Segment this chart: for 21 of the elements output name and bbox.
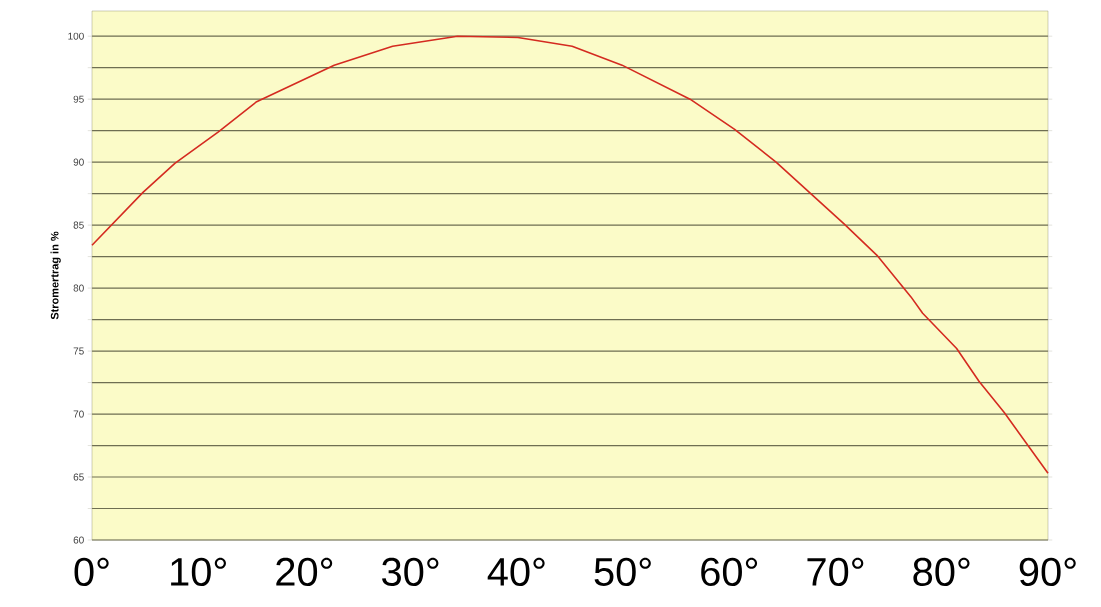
x-tick-label: 50° <box>594 557 651 586</box>
y-tick-label: 75 <box>73 347 84 355</box>
x-tick-label: 30° <box>382 557 439 586</box>
y-tick-label: 65 <box>73 473 84 481</box>
y-tick-label: 100 <box>68 32 84 40</box>
y-tick-label: 85 <box>73 221 84 229</box>
x-tick-label: 40° <box>487 557 545 586</box>
x-tick-label: 90° <box>1019 557 1076 586</box>
x-tick-label: 80° <box>913 557 970 586</box>
y-tick-label: 95 <box>73 95 84 103</box>
x-tick-label: 60° <box>701 557 758 586</box>
y-tick-label: 90 <box>73 158 84 166</box>
x-tick-label: 0° <box>74 557 109 586</box>
x-tick-label: 10° <box>171 557 226 586</box>
x-tick-label: 70° <box>807 557 864 586</box>
y-axis-title: Stromertrag in % <box>50 231 61 320</box>
x-tick-label: 20° <box>276 557 333 586</box>
line-series <box>91 35 1049 475</box>
y-tick-label: 60 <box>73 536 84 544</box>
y-tick-label: 80 <box>73 284 84 292</box>
y-tick-label: 70 <box>73 410 84 418</box>
